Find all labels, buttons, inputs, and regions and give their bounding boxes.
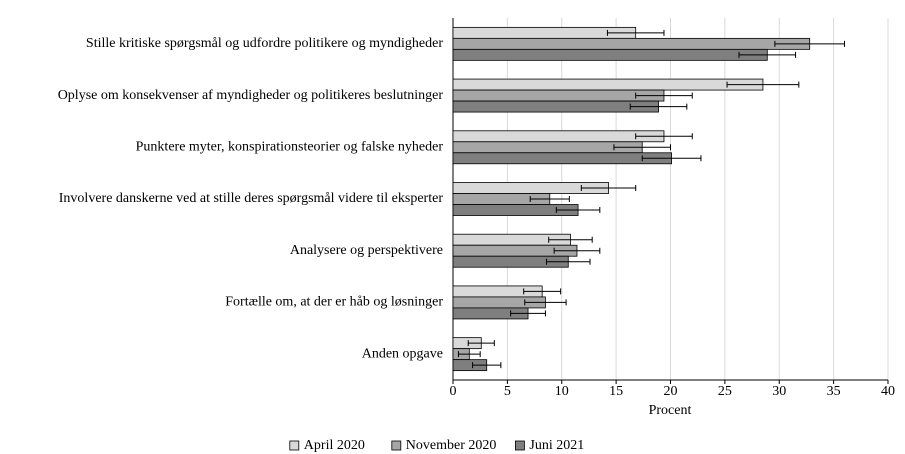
bar xyxy=(452,100,659,113)
category-label: Anden opgave xyxy=(362,346,443,361)
error-bar xyxy=(523,288,562,295)
error-bar xyxy=(774,40,845,47)
legend-label: Juni 2021 xyxy=(529,438,584,453)
error-bar xyxy=(580,185,637,191)
error-bar xyxy=(510,310,546,317)
x-tick-label: 25 xyxy=(718,384,732,399)
category-label: Punktere myter, konspirationsteorier og … xyxy=(136,140,444,155)
error-bar xyxy=(548,236,593,243)
legend-label: November 2020 xyxy=(406,438,497,453)
error-bar xyxy=(635,92,693,99)
category-label: Involvere danskerne ved at stille deres … xyxy=(59,191,444,206)
x-tick-label: 0 xyxy=(450,384,457,399)
category-label: Fortælle om, at der er håb og løsninger xyxy=(225,295,443,310)
error-bar xyxy=(726,81,800,88)
category-label: Stille kritiske spørgsmål og udfordre po… xyxy=(86,36,443,51)
bar xyxy=(452,130,665,143)
x-tick-label: 10 xyxy=(555,384,569,399)
error-bar xyxy=(555,207,601,213)
error-bar xyxy=(738,51,797,58)
category-label: Oplyse om konsekvenser af myndigheder og… xyxy=(58,88,444,103)
error-bar xyxy=(472,362,502,369)
error-bar xyxy=(529,196,570,202)
error-bar xyxy=(457,351,481,358)
error-bar xyxy=(635,133,693,140)
error-bar xyxy=(613,144,671,151)
legend-swatch xyxy=(289,440,300,451)
x-tick-label: 30 xyxy=(772,384,786,399)
error-bar xyxy=(629,103,688,110)
error-bar xyxy=(641,155,702,162)
x-tick-label: 5 xyxy=(504,384,511,399)
legend-label: April 2020 xyxy=(304,438,365,453)
error-bar xyxy=(553,247,601,254)
error-bar xyxy=(606,29,665,36)
bar xyxy=(452,78,764,91)
x-tick-label: 15 xyxy=(609,384,623,399)
error-bar xyxy=(524,299,567,306)
x-tick-label: 40 xyxy=(881,384,895,399)
error-bar xyxy=(467,340,495,347)
x-axis-label: Procent xyxy=(649,403,692,418)
bar xyxy=(452,48,768,61)
x-tick-label: 35 xyxy=(827,384,841,399)
bar xyxy=(452,89,665,102)
category-label: Analysere og perspektivere xyxy=(290,243,443,258)
legend-swatch xyxy=(391,440,402,451)
x-tick-label: 20 xyxy=(664,384,678,399)
bar xyxy=(452,37,811,50)
legend-swatch xyxy=(515,440,525,451)
error-bar xyxy=(546,258,591,265)
bar xyxy=(452,152,672,165)
